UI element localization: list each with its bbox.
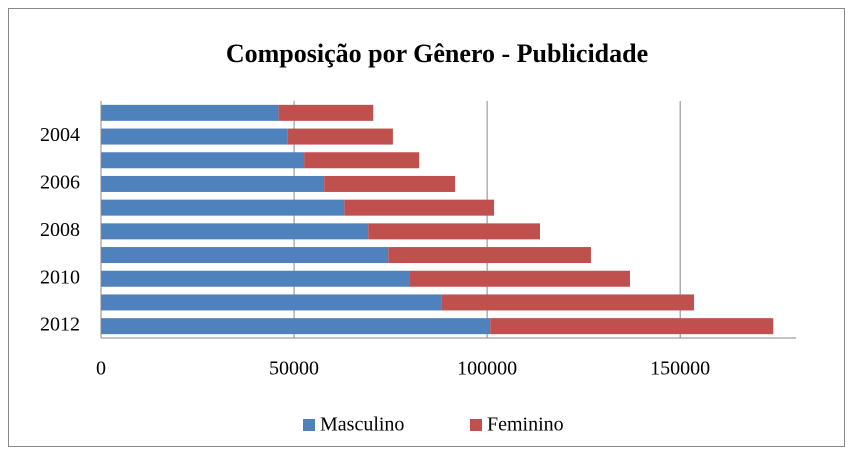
- bar: [101, 223, 369, 240]
- y-tick-label: 2012: [40, 314, 80, 336]
- bar: [101, 270, 410, 287]
- bar: [388, 247, 591, 264]
- x-tick-label: 100000: [457, 358, 517, 380]
- bar: [344, 199, 495, 216]
- y-tick-label: 2004: [40, 124, 80, 146]
- bar: [101, 152, 305, 169]
- bar: [324, 175, 456, 192]
- bar: [101, 175, 325, 192]
- bar: [287, 128, 393, 145]
- bar: [409, 270, 630, 287]
- bar: [278, 104, 374, 121]
- bar: [490, 318, 774, 335]
- legend-label: Masculino: [320, 414, 404, 436]
- legend-label: Feminino: [487, 414, 564, 436]
- y-tick-label: 2008: [40, 219, 80, 241]
- x-tick-label: 150000: [650, 358, 710, 380]
- bar: [101, 294, 442, 311]
- bar: [368, 223, 541, 240]
- bar: [101, 104, 279, 121]
- bar: [441, 294, 695, 311]
- legend-swatch: [303, 419, 315, 431]
- bar: [101, 199, 345, 216]
- chart-title: Composição por Gênero - Publicidade: [226, 39, 648, 68]
- x-tick-label: 0: [96, 358, 106, 380]
- y-tick-label: 2006: [40, 172, 80, 194]
- bar: [101, 128, 288, 145]
- y-tick-label: 2010: [40, 266, 80, 288]
- x-tick-label: 50000: [269, 358, 319, 380]
- bar: [101, 318, 491, 335]
- legend-swatch: [470, 419, 482, 431]
- bar: [304, 152, 420, 169]
- bar: [101, 247, 389, 264]
